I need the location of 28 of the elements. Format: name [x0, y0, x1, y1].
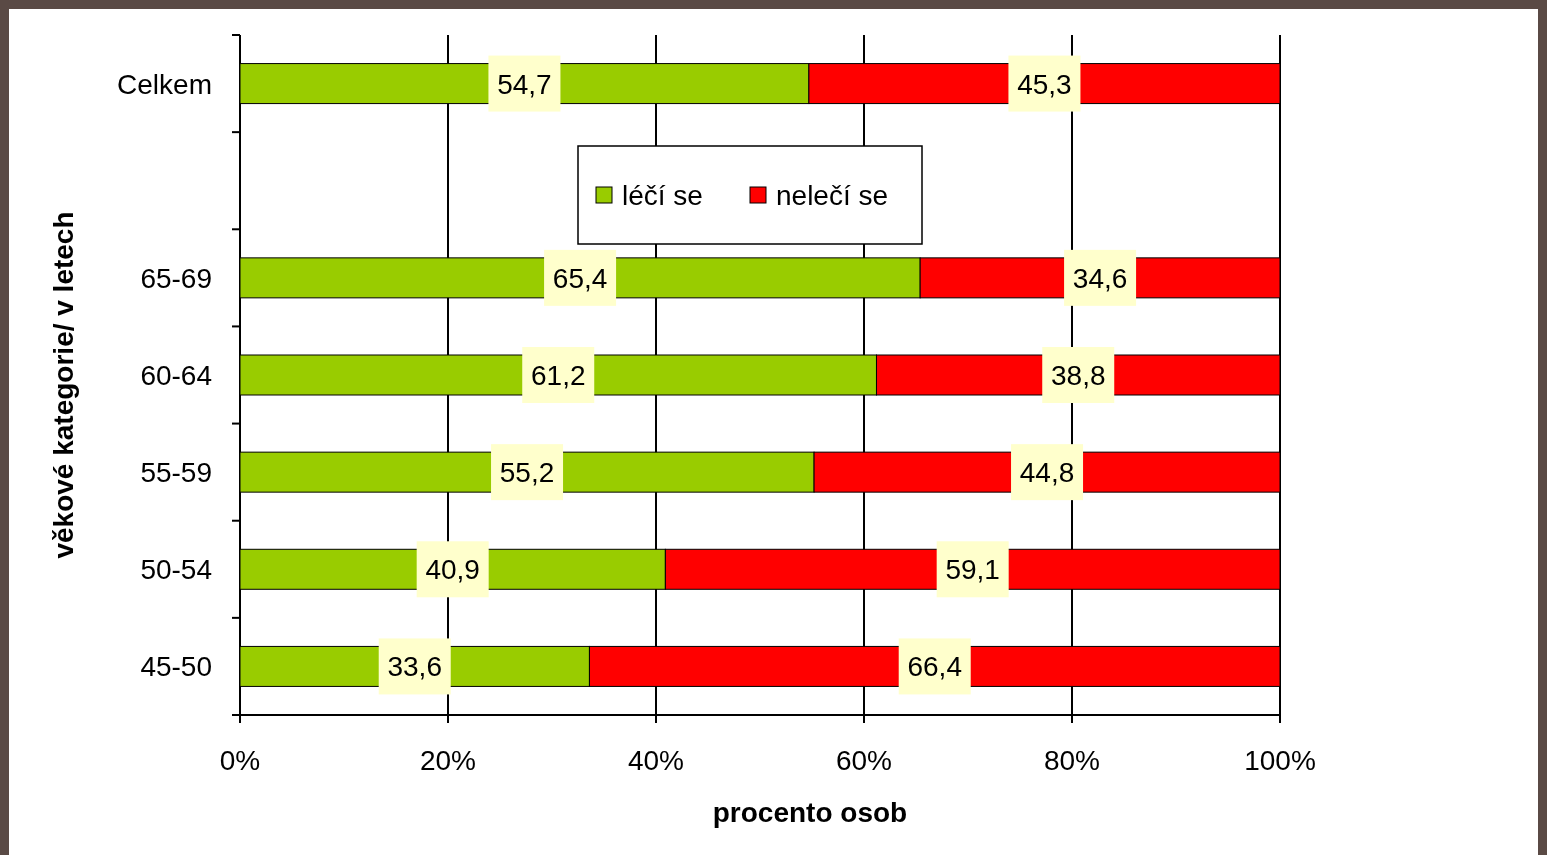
y-axis-title: věkové kategorie/ v letech: [48, 211, 79, 559]
x-tick-label: 40%: [627, 745, 685, 776]
y-tick-label: 45-50: [140, 651, 212, 683]
x-tick-label: 80%: [1043, 745, 1101, 776]
y-tick-label: 65-69: [140, 262, 212, 294]
data-label: 59,1: [945, 554, 1000, 586]
data-label: 45,3: [1017, 68, 1072, 100]
x-tick-label: 0%: [219, 745, 261, 776]
x-tick-label: 60%: [835, 745, 893, 776]
data-label: 33,6: [387, 651, 442, 683]
y-tick-label: 50-54: [140, 554, 212, 586]
legend-label: nelečí se: [776, 180, 889, 211]
data-label: 66,4: [907, 651, 962, 683]
x-tick-label: 20%: [419, 745, 477, 776]
legend-label: léčí se: [622, 180, 703, 211]
data-label: 54,7: [497, 68, 552, 100]
data-label: 38,8: [1050, 360, 1106, 391]
data-label: 34,6: [1072, 262, 1128, 294]
data-label: 65,4: [552, 262, 608, 294]
x-axis-title: procento osob: [712, 797, 908, 828]
x-tick-label: 100%: [1244, 745, 1316, 776]
y-tick-label: 55-59: [140, 457, 212, 489]
data-label: 61,2: [530, 360, 586, 391]
y-tick-label: 60-64: [140, 360, 212, 391]
data-label: 44,8: [1019, 457, 1075, 489]
y-tick-label: Celkem: [117, 68, 212, 100]
data-label: 40,9: [425, 554, 480, 586]
data-label: 55,2: [499, 457, 555, 489]
